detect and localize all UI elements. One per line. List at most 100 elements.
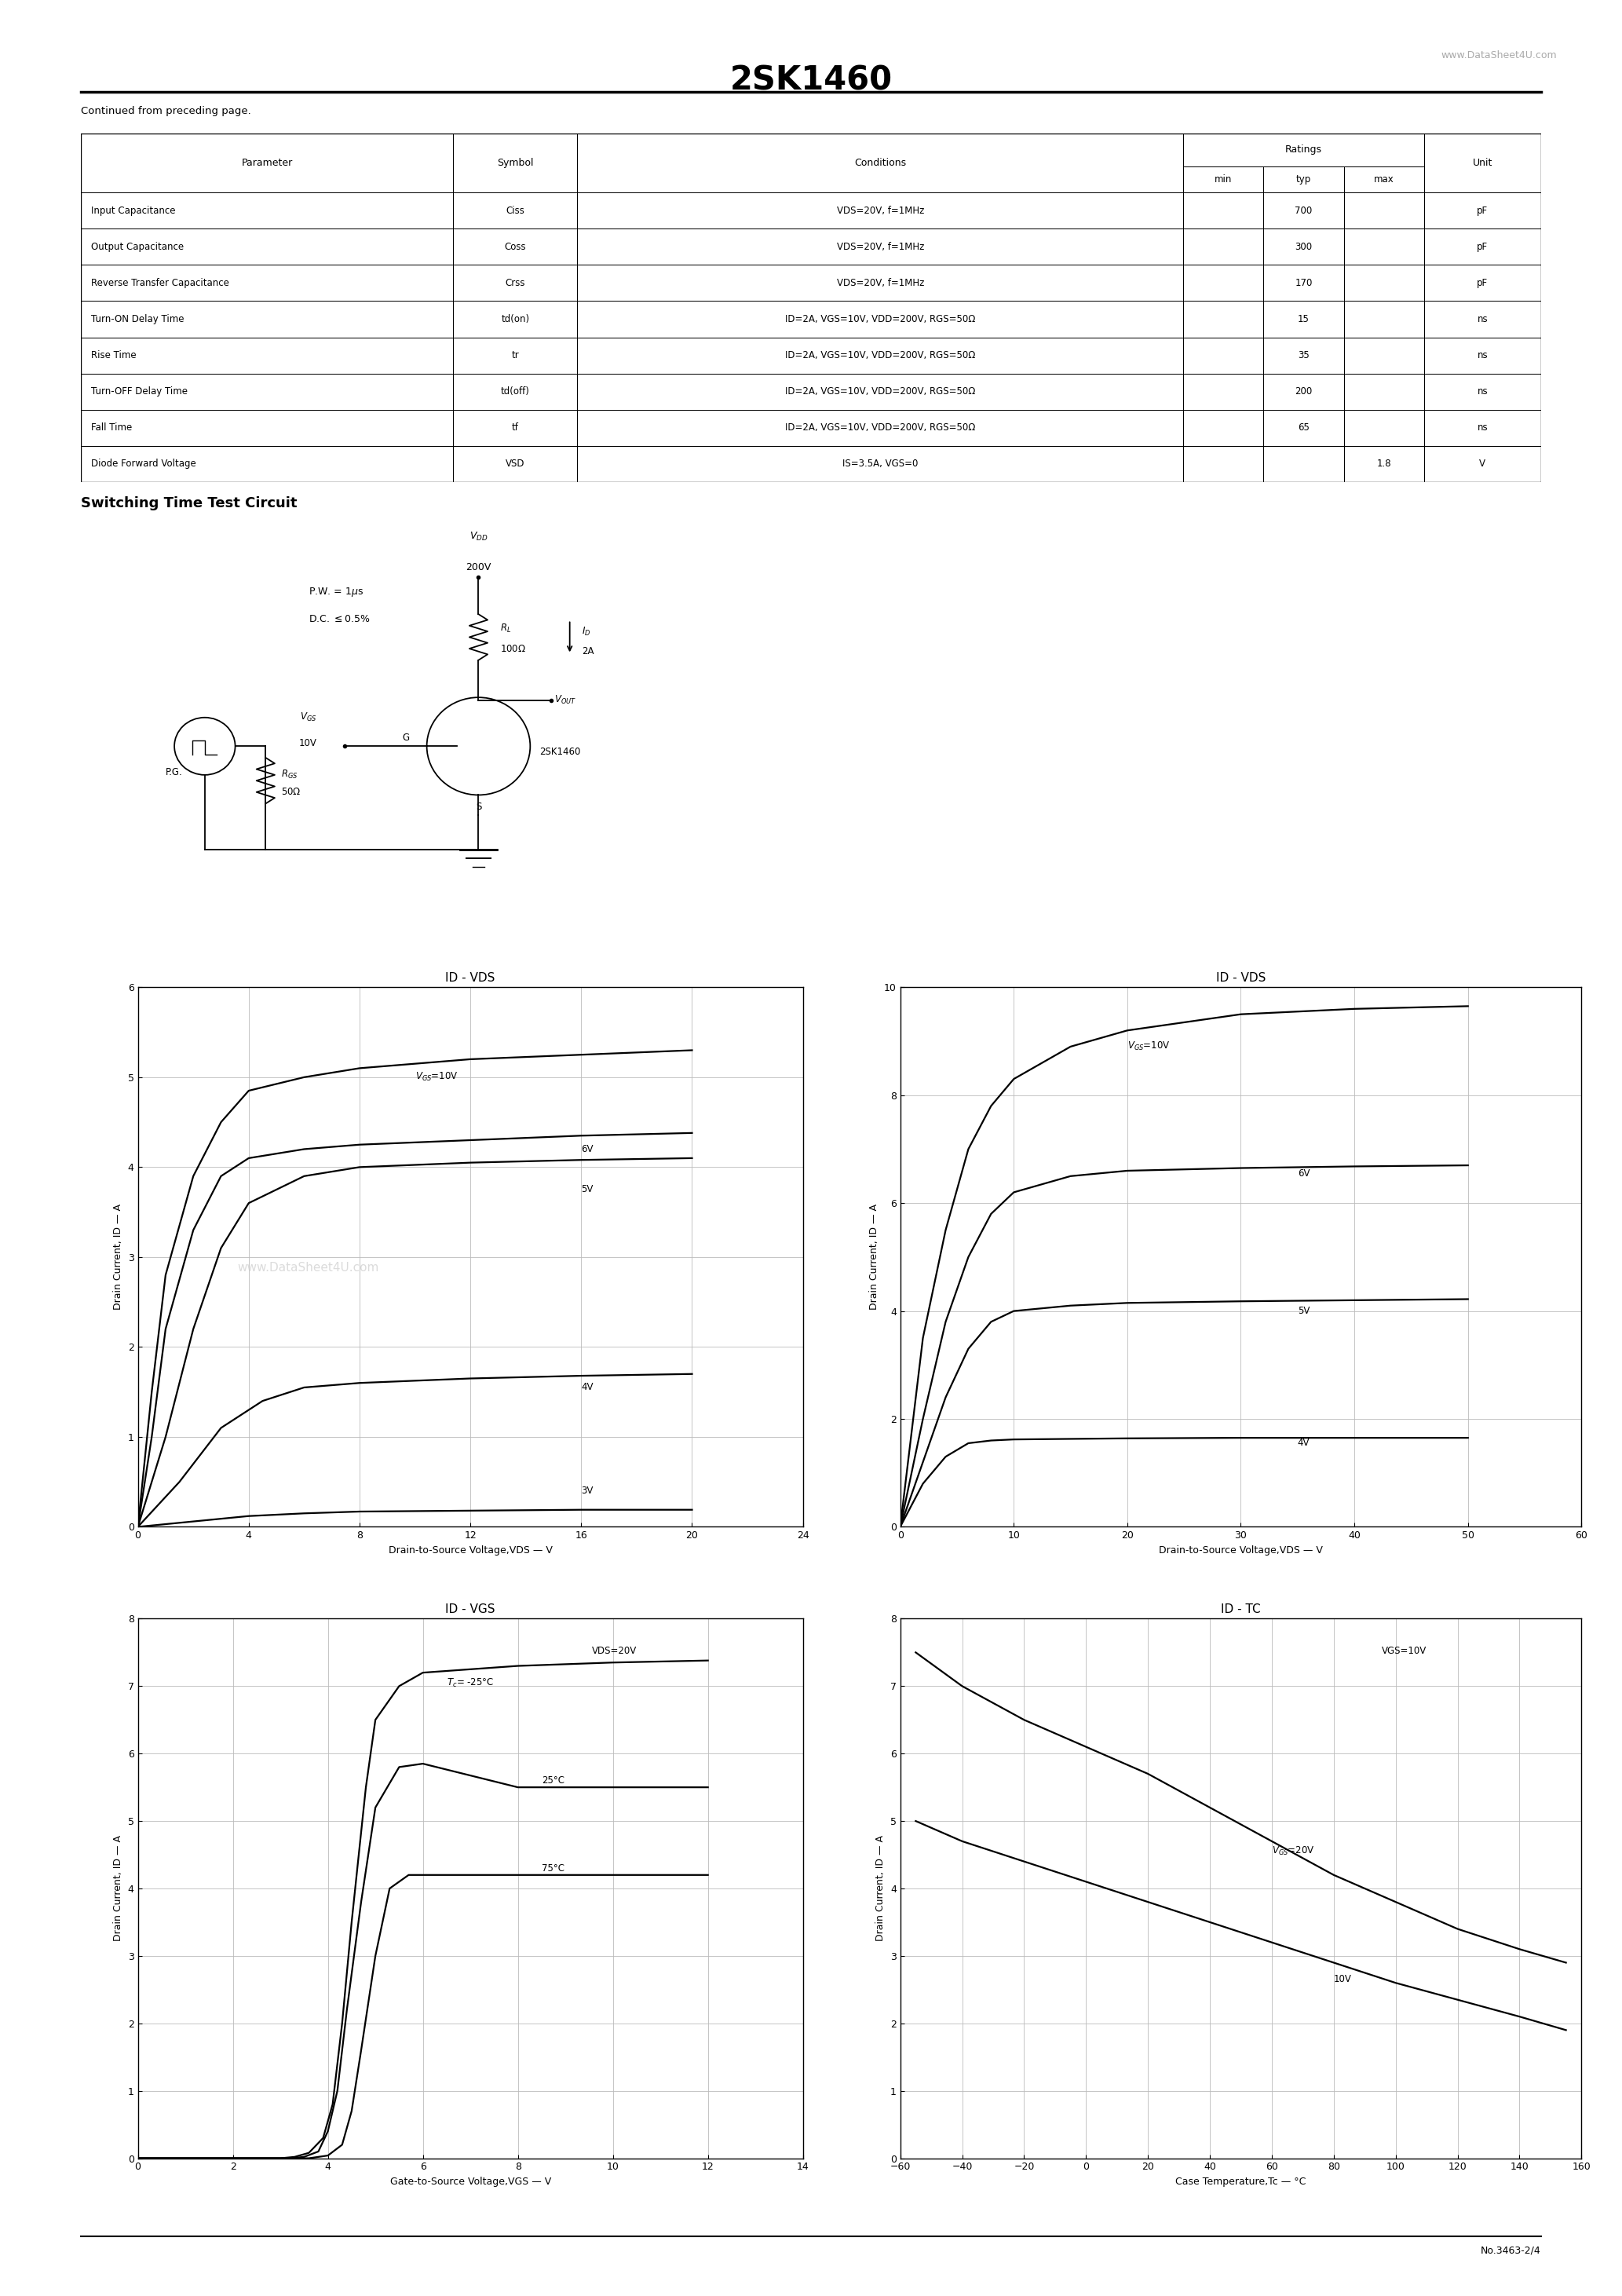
Text: Ciss: Ciss — [506, 207, 526, 216]
Text: td(off): td(off) — [501, 386, 530, 397]
Text: 1.8: 1.8 — [1377, 459, 1392, 468]
X-axis label: Gate-to-Source Voltage,VGS — V: Gate-to-Source Voltage,VGS — V — [389, 2177, 551, 2186]
Text: $V_{GS}$: $V_{GS}$ — [300, 712, 316, 723]
Bar — [1424, 374, 1541, 409]
Text: typ: typ — [1296, 174, 1311, 184]
Bar — [1424, 338, 1541, 374]
Bar — [1184, 165, 1264, 193]
Text: 10V: 10V — [298, 739, 318, 748]
Text: 5V: 5V — [1298, 1306, 1309, 1316]
Bar — [577, 301, 1184, 338]
Text: Symbol: Symbol — [496, 158, 534, 168]
Bar — [454, 338, 577, 374]
Text: ID=2A, VGS=10V, VDD=200V, RGS=50Ω: ID=2A, VGS=10V, VDD=200V, RGS=50Ω — [785, 315, 975, 324]
Text: S: S — [475, 801, 482, 810]
Text: pF: pF — [1478, 241, 1487, 253]
Text: Reverse Transfer Capacitance: Reverse Transfer Capacitance — [91, 278, 229, 287]
Text: Input Capacitance: Input Capacitance — [91, 207, 175, 216]
Bar — [1264, 264, 1343, 301]
Bar — [1343, 338, 1424, 374]
Text: pF: pF — [1478, 278, 1487, 287]
Text: Diode Forward Voltage: Diode Forward Voltage — [91, 459, 196, 468]
Text: $V_{OUT}$: $V_{OUT}$ — [555, 693, 576, 707]
Text: $V_{DD}$: $V_{DD}$ — [469, 530, 488, 542]
Bar — [1264, 301, 1343, 338]
Text: Fall Time: Fall Time — [91, 422, 133, 434]
Text: 6V: 6V — [581, 1143, 594, 1155]
Bar — [577, 409, 1184, 445]
Bar — [1424, 445, 1541, 482]
Text: Turn-ON Delay Time: Turn-ON Delay Time — [91, 315, 185, 324]
Bar — [1264, 409, 1343, 445]
Bar — [81, 264, 454, 301]
Text: Conditions: Conditions — [855, 158, 907, 168]
Bar — [1184, 133, 1424, 165]
Text: Coss: Coss — [504, 241, 526, 253]
Text: 5V: 5V — [581, 1185, 594, 1194]
Text: 200: 200 — [1294, 386, 1312, 397]
Text: 3V: 3V — [581, 1486, 594, 1497]
Text: G: G — [402, 732, 409, 742]
Text: IS=3.5A, VGS=0: IS=3.5A, VGS=0 — [842, 459, 918, 468]
Bar — [1343, 264, 1424, 301]
Y-axis label: Drain Current, ID — A: Drain Current, ID — A — [869, 1203, 879, 1311]
Text: 15: 15 — [1298, 315, 1309, 324]
Bar — [577, 133, 1184, 193]
Text: VGS=10V: VGS=10V — [1382, 1646, 1427, 1655]
Title: ID - VDS: ID - VDS — [1216, 974, 1265, 985]
Bar — [577, 374, 1184, 409]
Text: ns: ns — [1478, 351, 1487, 360]
Bar — [1424, 193, 1541, 230]
Bar — [1264, 338, 1343, 374]
Text: $50\Omega$: $50\Omega$ — [281, 788, 302, 797]
Bar — [81, 409, 454, 445]
Text: Output Capacitance: Output Capacitance — [91, 241, 183, 253]
Text: D.C. $\leq$0.5%: D.C. $\leq$0.5% — [308, 615, 370, 625]
Text: VDS=20V, f=1MHz: VDS=20V, f=1MHz — [837, 278, 925, 287]
Bar — [454, 193, 577, 230]
Bar — [1184, 264, 1264, 301]
Text: 700: 700 — [1294, 207, 1312, 216]
Text: P.G.: P.G. — [165, 767, 182, 776]
Bar — [454, 409, 577, 445]
Bar — [454, 133, 577, 193]
Text: ns: ns — [1478, 386, 1487, 397]
Bar — [81, 133, 454, 193]
Text: 2A: 2A — [582, 647, 594, 657]
Bar — [454, 264, 577, 301]
Text: 25°C: 25°C — [542, 1775, 564, 1786]
Bar — [1184, 338, 1264, 374]
Text: 10V: 10V — [1333, 1975, 1351, 1984]
Bar — [81, 193, 454, 230]
Bar — [81, 230, 454, 264]
Text: ns: ns — [1478, 422, 1487, 434]
Text: V: V — [1479, 459, 1486, 468]
Bar — [1343, 230, 1424, 264]
Text: $R_L$: $R_L$ — [500, 622, 511, 634]
Bar — [1264, 374, 1343, 409]
Text: ID=2A, VGS=10V, VDD=200V, RGS=50Ω: ID=2A, VGS=10V, VDD=200V, RGS=50Ω — [785, 422, 975, 434]
Bar — [577, 264, 1184, 301]
Text: $V_{GS}$=10V: $V_{GS}$=10V — [415, 1072, 457, 1084]
Bar — [1264, 165, 1343, 193]
Text: $R_{GS}$: $R_{GS}$ — [281, 769, 298, 781]
Text: ns: ns — [1478, 315, 1487, 324]
Text: VDS=20V: VDS=20V — [592, 1646, 636, 1655]
Text: VDS=20V, f=1MHz: VDS=20V, f=1MHz — [837, 241, 925, 253]
Text: Parameter: Parameter — [242, 158, 294, 168]
Bar — [1184, 409, 1264, 445]
Text: Continued from preceding page.: Continued from preceding page. — [81, 106, 251, 115]
Text: Unit: Unit — [1473, 158, 1492, 168]
Text: $T_c$= -25°C: $T_c$= -25°C — [446, 1676, 495, 1688]
Bar — [81, 374, 454, 409]
Bar — [1343, 165, 1424, 193]
Bar — [81, 445, 454, 482]
Bar — [1184, 193, 1264, 230]
Text: 200V: 200V — [466, 563, 491, 572]
Text: 2SK1460: 2SK1460 — [539, 746, 581, 758]
Y-axis label: Drain Current, ID — A: Drain Current, ID — A — [114, 1203, 123, 1311]
Text: $V_{GS}$=20V: $V_{GS}$=20V — [1272, 1846, 1315, 1857]
Text: 65: 65 — [1298, 422, 1309, 434]
Title: ID - TC: ID - TC — [1221, 1605, 1260, 1616]
Text: Crss: Crss — [506, 278, 526, 287]
